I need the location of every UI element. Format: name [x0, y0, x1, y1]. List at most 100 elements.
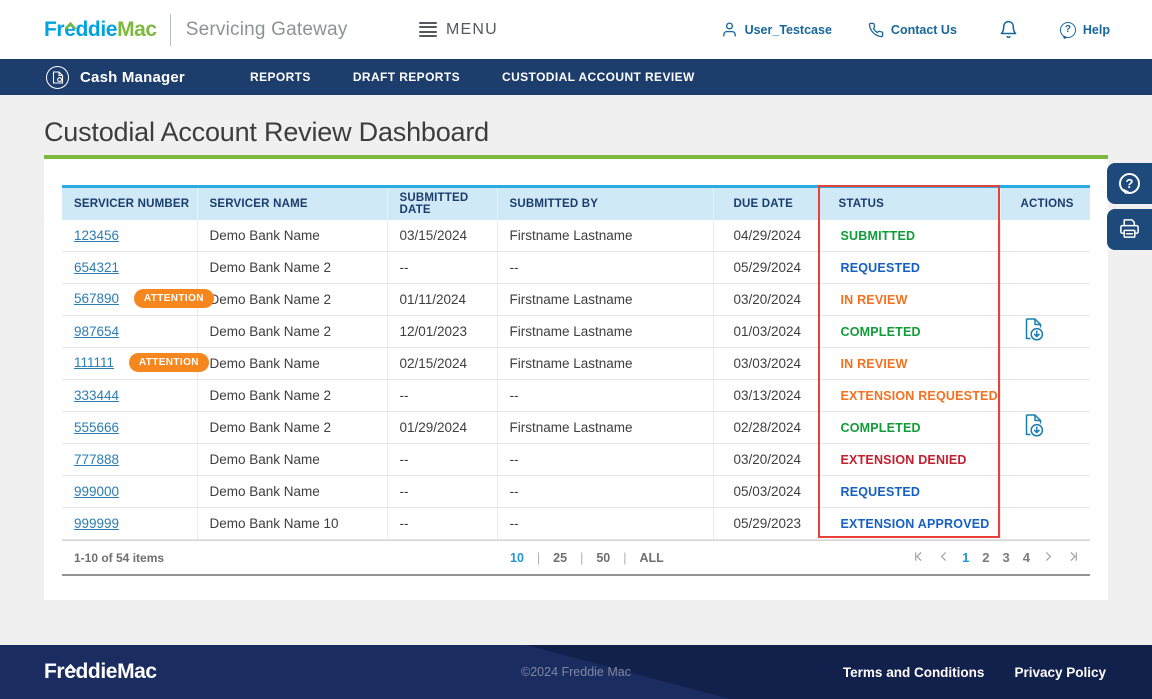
servicer-number-link[interactable]: 777888 — [74, 452, 120, 467]
nav-item-reports[interactable]: REPORTS — [250, 70, 311, 84]
table-row: 999000 Demo Bank Name -- -- 05/03/2024 R… — [62, 475, 1090, 508]
status-label: COMPLETED — [840, 421, 921, 435]
page-footer: FreddieMac ©2024 Freddie Mac Terms and C… — [0, 645, 1152, 699]
servicer-number-link[interactable]: 999000 — [74, 484, 120, 499]
servicer-number-link[interactable]: 987654 — [74, 324, 120, 339]
submitted-by: Firstname Lastname — [497, 283, 714, 316]
page-number-3[interactable]: 3 — [1002, 550, 1010, 565]
user-label: User_Testcase — [744, 22, 832, 37]
download-report-button[interactable] — [1023, 413, 1046, 442]
status-label: IN REVIEW — [840, 293, 908, 307]
pagination-bar: 1-10 of 54 items 10 | 25 | 50 | ALL — [62, 540, 1090, 576]
contact-us-link[interactable]: Contact Us — [868, 22, 957, 38]
submitted-date: -- — [387, 251, 498, 284]
column-header-submitted-date: SUBMITTED DATE — [387, 185, 498, 220]
due-date: 04/29/2024 — [713, 219, 819, 252]
servicer-name: Demo Bank Name 2 — [197, 379, 388, 412]
nav-item-draft-reports[interactable]: DRAFT REPORTS — [352, 70, 461, 84]
last-page-button[interactable] — [1065, 549, 1080, 567]
logo-text-mac: Mac — [117, 17, 157, 41]
notifications-button[interactable] — [993, 19, 1024, 40]
page-title: Custodial Account Review Dashboard — [44, 117, 489, 147]
servicer-name: Demo Bank Name 10 — [197, 507, 388, 540]
review-table: SERVICER NUMBER SERVICER NAME SUBMITTED … — [62, 185, 1090, 540]
submitted-date: 02/15/2024 — [387, 347, 498, 380]
terms-and-conditions-link[interactable]: Terms and Conditions — [842, 664, 985, 680]
page-size-option-50[interactable]: 50 — [596, 550, 611, 565]
column-header-actions: ACTIONS — [1000, 185, 1090, 220]
side-toolbar: ? — [1107, 163, 1152, 250]
submitted-by: -- — [497, 475, 714, 508]
submitted-by: -- — [497, 507, 714, 540]
faq-icon: ? — [1119, 173, 1140, 194]
submitted-by: Firstname Lastname — [497, 315, 714, 348]
freddie-mac-logo[interactable]: FreddieMac — [44, 18, 157, 42]
due-date: 03/20/2024 — [713, 443, 819, 476]
servicer-name: Demo Bank Name — [197, 443, 388, 476]
first-page-button[interactable] — [912, 549, 927, 567]
submitted-by: Firstname Lastname — [497, 219, 714, 252]
table-row: 567890 ATTENTION Demo Bank Name 2 01/11/… — [62, 283, 1090, 316]
logo-text-freddie: Freddie — [44, 17, 118, 41]
help-link[interactable]: ? Help — [1059, 21, 1110, 38]
servicer-number-link[interactable]: 333444 — [74, 388, 120, 403]
table-row: 123456 Demo Bank Name 03/15/2024 Firstna… — [62, 219, 1090, 252]
bell-icon — [999, 20, 1018, 39]
menu-button[interactable]: MENU — [413, 0, 504, 59]
page-size-option-all[interactable]: ALL — [639, 550, 664, 565]
next-page-button[interactable] — [1041, 549, 1056, 567]
page-number-4[interactable]: 4 — [1022, 550, 1030, 565]
submitted-by: -- — [497, 379, 714, 412]
footer-logo-roof-icon — [64, 654, 77, 678]
dashboard-card: SERVICER NUMBER SERVICER NAME SUBMITTED … — [44, 155, 1108, 600]
column-header-servicer-number: SERVICER NUMBER — [62, 185, 198, 220]
faq-button[interactable]: ? — [1107, 163, 1152, 204]
help-label: Help — [1082, 22, 1110, 37]
table-header-row: SERVICER NUMBER SERVICER NAME SUBMITTED … — [62, 185, 1090, 220]
status-label: REQUESTED — [840, 261, 921, 275]
menu-label: MENU — [446, 20, 498, 38]
due-date: 03/03/2024 — [713, 347, 819, 380]
table-row: 654321 Demo Bank Name 2 -- -- 05/29/2024… — [62, 251, 1090, 284]
status-label: EXTENSION APPROVED — [840, 517, 990, 531]
due-date: 03/20/2024 — [713, 283, 819, 316]
download-report-button[interactable] — [1023, 317, 1046, 346]
privacy-policy-link[interactable]: Privacy Policy — [1014, 664, 1106, 680]
due-date: 02/28/2024 — [713, 411, 819, 444]
servicer-number-link[interactable]: 999999 — [74, 516, 120, 531]
servicer-number-link[interactable]: 654321 — [74, 260, 120, 275]
table-row: 111111 ATTENTION Demo Bank Name 02/15/20… — [62, 347, 1090, 380]
table-row: 987654 Demo Bank Name 2 12/01/2023 First… — [62, 315, 1090, 348]
footer-links: Terms and Conditions Privacy Policy — [843, 665, 1106, 680]
page-number-1[interactable]: 1 — [962, 550, 970, 565]
submitted-date: -- — [387, 507, 498, 540]
page-size-option-25[interactable]: 25 — [553, 550, 568, 565]
page-size-option-10[interactable]: 10 — [510, 550, 524, 565]
user-icon — [721, 21, 738, 38]
print-button[interactable] — [1107, 209, 1152, 250]
status-label: REQUESTED — [840, 485, 921, 499]
user-menu[interactable]: User_Testcase — [721, 21, 832, 38]
page-number-2[interactable]: 2 — [982, 550, 990, 565]
prev-page-button[interactable] — [936, 549, 951, 567]
servicer-name: Demo Bank Name — [197, 475, 388, 508]
table-row: 777888 Demo Bank Name -- -- 03/20/2024 E… — [62, 443, 1090, 476]
submitted-date: -- — [387, 475, 498, 508]
app-navbar: Cash Manager REPORTS DRAFT REPORTS CUSTO… — [0, 59, 1152, 95]
pager-controls: 1 2 3 4 — [912, 549, 1090, 567]
page-size-selector: 10 | 25 | 50 | ALL — [510, 550, 664, 565]
due-date: 05/29/2024 — [713, 251, 819, 284]
table-row: 999999 Demo Bank Name 10 -- -- 05/29/202… — [62, 507, 1090, 540]
servicer-name: Demo Bank Name 2 — [197, 411, 388, 444]
due-date: 05/03/2024 — [713, 475, 819, 508]
nav-item-custodial-account-review[interactable]: CUSTODIAL ACCOUNT REVIEW — [502, 70, 695, 84]
servicer-number-link[interactable]: 111111 — [74, 355, 115, 371]
servicer-number-link[interactable]: 555666 — [74, 420, 120, 435]
servicer-number-link[interactable]: 567890 — [74, 291, 120, 307]
servicer-name: Demo Bank Name 2 — [197, 251, 388, 284]
due-date: 05/29/2023 — [713, 507, 819, 540]
submitted-date: 01/11/2024 — [387, 283, 498, 316]
servicer-number-link[interactable]: 123456 — [74, 227, 120, 243]
cash-manager-home[interactable]: Cash Manager — [46, 65, 229, 89]
